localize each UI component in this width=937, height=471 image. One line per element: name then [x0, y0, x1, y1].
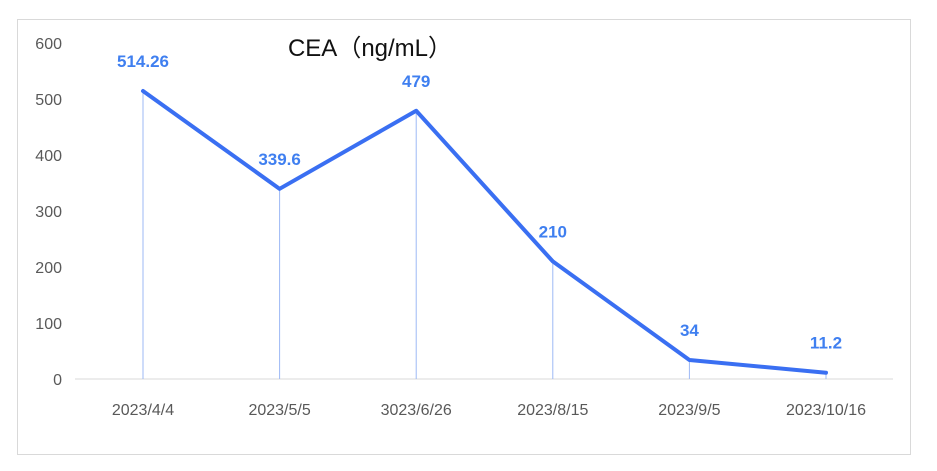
chart-title: CEA（ng/mL）	[287, 35, 453, 62]
x-tick-label: 2023/4/4	[112, 402, 174, 419]
data-label: 479	[402, 72, 430, 91]
y-tick-label: 200	[35, 260, 62, 277]
y-tick-label: 300	[35, 204, 62, 221]
chart-frame	[17, 19, 911, 455]
x-axis-ticks: 2023/4/4 2023/5/5 3023/6/26 2023/8/15 2023/9…	[112, 402, 866, 419]
y-tick-label: 0	[53, 372, 62, 389]
data-label: 11.2	[810, 334, 842, 353]
y-tick-label: 500	[35, 92, 62, 109]
data-label: 34	[680, 321, 699, 340]
x-tick-label: 2023/5/5	[248, 402, 310, 419]
x-tick-label: 2023/8/15	[517, 402, 588, 419]
y-tick-label: 600	[35, 36, 62, 53]
data-label: 210	[539, 222, 567, 241]
x-tick-label: 2023/9/5	[658, 402, 720, 419]
series-line	[141, 89, 828, 375]
data-label: 339.6	[258, 150, 301, 169]
x-tick-label: 3023/6/26	[381, 402, 452, 419]
data-label: 514.26	[117, 52, 169, 71]
drop-lines	[142, 91, 827, 379]
x-tick-label: 2023/10/16	[786, 402, 866, 419]
y-tick-label: 100	[35, 316, 62, 333]
data-labels: 514.26 339.6 479 210 34 11.2	[117, 52, 842, 353]
y-axis-ticks: 0 100 200 300 400 500 600	[35, 36, 62, 389]
y-tick-label: 400	[35, 148, 62, 165]
